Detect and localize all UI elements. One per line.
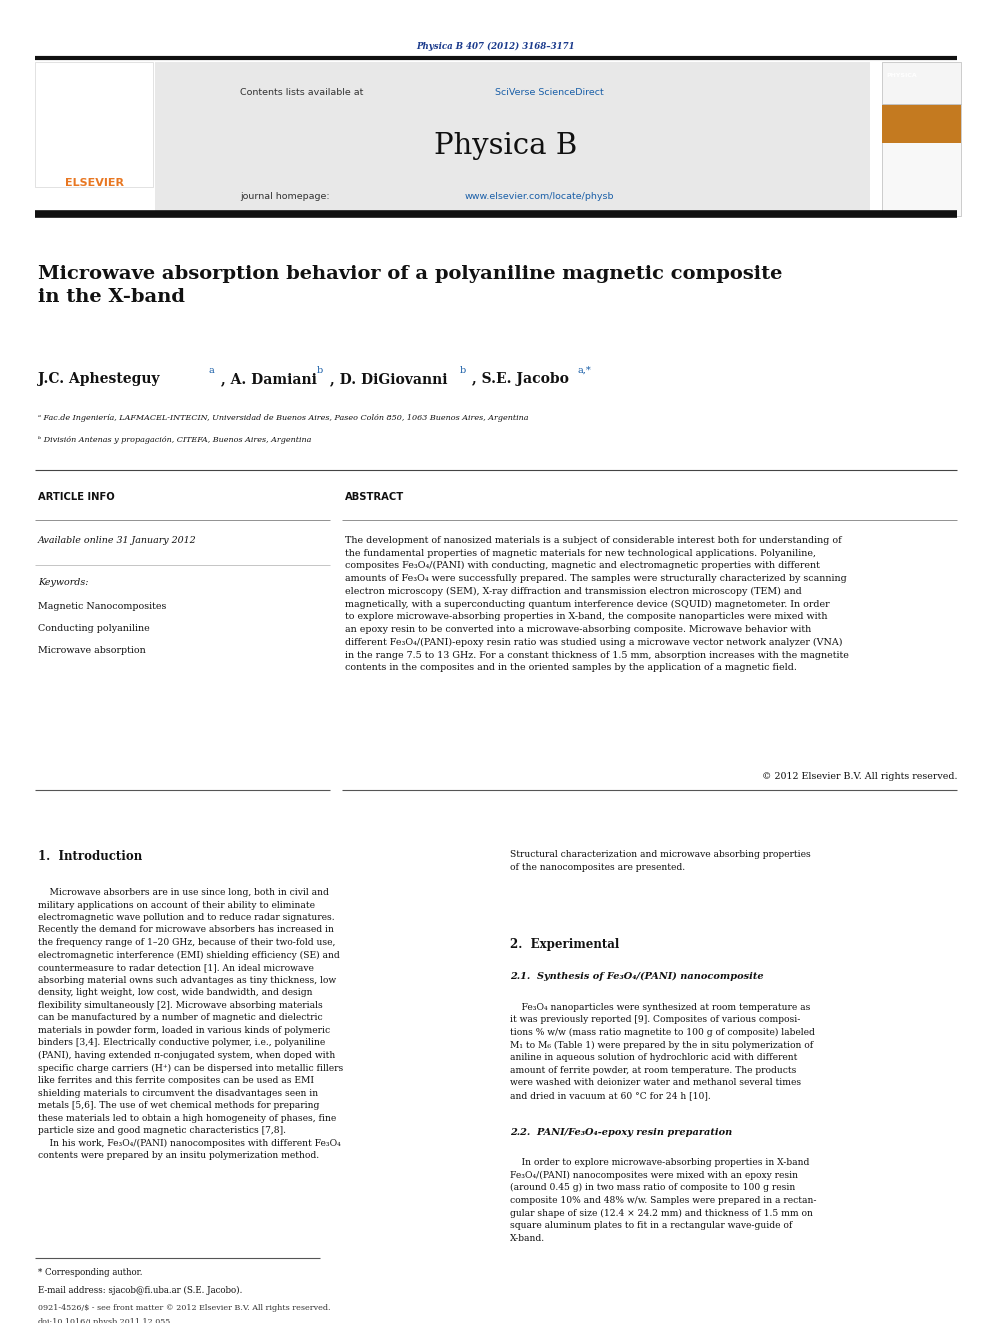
- Text: Microwave absorption behavior of a polyaniline magnetic composite
in the X-band: Microwave absorption behavior of a polya…: [38, 265, 783, 307]
- Text: Microwave absorption: Microwave absorption: [38, 646, 146, 655]
- Text: Keywords:: Keywords:: [38, 578, 88, 587]
- Bar: [155, 62, 870, 214]
- Text: b: b: [460, 366, 466, 374]
- Text: © 2012 Elsevier B.V. All rights reserved.: © 2012 Elsevier B.V. All rights reserved…: [762, 773, 957, 781]
- Text: , D. DiGiovanni: , D. DiGiovanni: [330, 372, 447, 386]
- Text: The development of nanosized materials is a subject of considerable interest bot: The development of nanosized materials i…: [345, 536, 849, 672]
- Text: doi:10.1016/j.physb.2011.12.055: doi:10.1016/j.physb.2011.12.055: [38, 1318, 172, 1323]
- Text: journal homepage:: journal homepage:: [240, 192, 332, 201]
- Text: In order to explore microwave-absorbing properties in X-band
Fe₃O₄/(PANI) nanoco: In order to explore microwave-absorbing …: [510, 1158, 816, 1242]
- Text: Microwave absorbers are in use since long, both in civil and
military applicatio: Microwave absorbers are in use since lon…: [38, 888, 343, 1160]
- Bar: [882, 105, 961, 143]
- Text: , S.E. Jacobo: , S.E. Jacobo: [472, 372, 568, 386]
- Bar: [882, 62, 961, 105]
- Text: 2.1.  Synthesis of Fe₃O₄/(PANI) nanocomposite: 2.1. Synthesis of Fe₃O₄/(PANI) nanocompo…: [510, 972, 764, 982]
- Text: www.elsevier.com/locate/physb: www.elsevier.com/locate/physb: [465, 192, 614, 201]
- Text: ᵇ División Antenas y propagación, CITEFA, Buenos Aires, Argentina: ᵇ División Antenas y propagación, CITEFA…: [38, 437, 311, 445]
- Text: * Corresponding author.: * Corresponding author.: [38, 1267, 143, 1277]
- Text: ELSEVIER: ELSEVIER: [64, 179, 123, 188]
- Text: 2.2.  PANI/Fe₃O₄-epoxy resin preparation: 2.2. PANI/Fe₃O₄-epoxy resin preparation: [510, 1129, 732, 1136]
- Text: Contents lists available at: Contents lists available at: [240, 89, 366, 97]
- Bar: [882, 105, 961, 216]
- Text: ARTICLE INFO: ARTICLE INFO: [38, 492, 115, 501]
- Bar: [35, 62, 153, 187]
- Text: a: a: [208, 366, 213, 374]
- Text: Fe₃O₄ nanoparticles were synthesized at room temperature as
it was previously re: Fe₃O₄ nanoparticles were synthesized at …: [510, 1003, 814, 1099]
- Text: PHYSICA: PHYSICA: [886, 73, 917, 78]
- Text: J.C. Aphesteguy: J.C. Aphesteguy: [38, 372, 160, 386]
- Text: Physica B: Physica B: [434, 132, 577, 160]
- Text: ABSTRACT: ABSTRACT: [345, 492, 405, 501]
- Text: 1.  Introduction: 1. Introduction: [38, 849, 142, 863]
- Text: b: b: [317, 366, 323, 374]
- Text: E-mail address: sjacob@fi.uba.ar (S.E. Jacobo).: E-mail address: sjacob@fi.uba.ar (S.E. J…: [38, 1286, 242, 1295]
- Text: a,*: a,*: [577, 366, 591, 374]
- Text: Magnetic Nanocomposites: Magnetic Nanocomposites: [38, 602, 167, 611]
- Text: , A. Damiani: , A. Damiani: [221, 372, 316, 386]
- Text: 2.  Experimental: 2. Experimental: [510, 938, 619, 951]
- Text: ᵃ Fac.de Ingeniería, LAFMACEL-INTECIN, Universidad de Buenos Aires, Paseo Colón : ᵃ Fac.de Ingeniería, LAFMACEL-INTECIN, U…: [38, 414, 529, 422]
- Text: Conducting polyaniline: Conducting polyaniline: [38, 624, 150, 632]
- Text: SciVerse ScienceDirect: SciVerse ScienceDirect: [495, 89, 604, 97]
- Text: 0921-4526/$ - see front matter © 2012 Elsevier B.V. All rights reserved.: 0921-4526/$ - see front matter © 2012 El…: [38, 1304, 330, 1312]
- Text: Available online 31 January 2012: Available online 31 January 2012: [38, 536, 196, 545]
- Text: Structural characterization and microwave absorbing properties
of the nanocompos: Structural characterization and microwav…: [510, 849, 810, 872]
- Text: Physica B 407 (2012) 3168–3171: Physica B 407 (2012) 3168–3171: [417, 42, 575, 52]
